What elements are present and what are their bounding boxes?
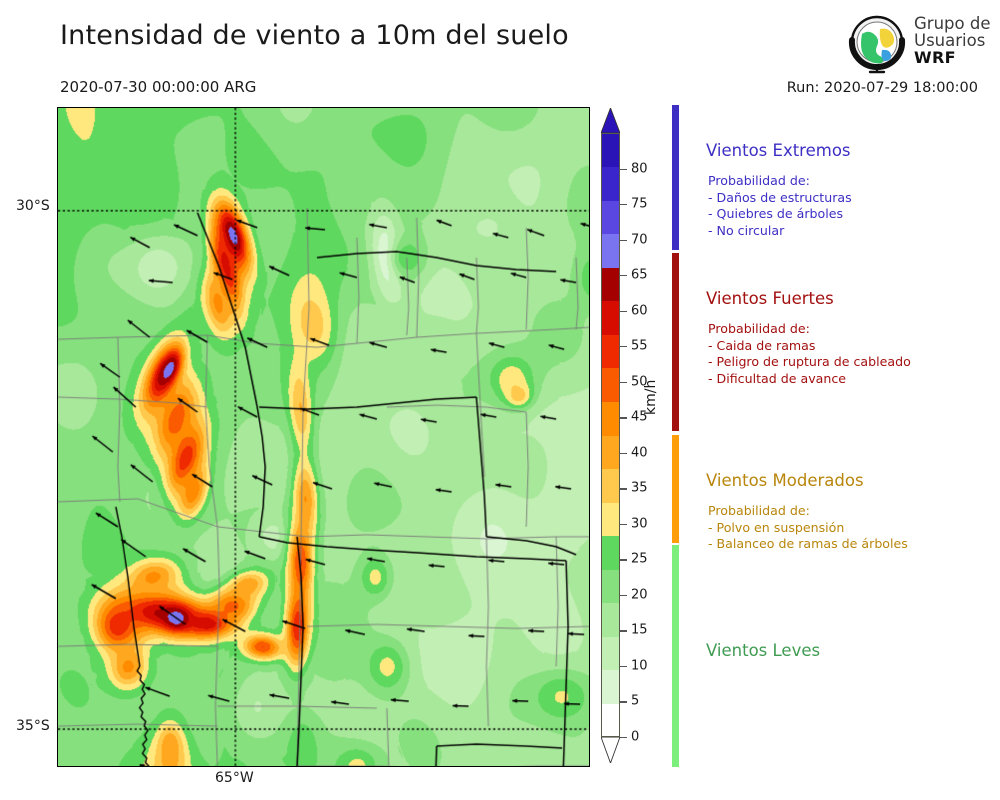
- colorbar-tick-label: 60: [631, 303, 648, 319]
- colorbar-band-1: [601, 669, 620, 705]
- colorbar-tick: [620, 310, 627, 312]
- colorbar-tick-label: 25: [631, 551, 648, 567]
- logo-line-3: WRF: [914, 47, 956, 67]
- colorbar-tick-label: 80: [631, 161, 648, 177]
- colorbar-tick: [620, 488, 627, 490]
- valid-time-label: 2020-07-30 00:00:00 ARG: [60, 78, 257, 96]
- colorbar-band-0: [601, 703, 620, 738]
- colorbar-ticks: 0 5 10 15 20 25 30 35 40 45 50 55 60 65 70 75 80: [620, 108, 666, 768]
- legend-group-vientos-fuertes: Vientos Fuertes Probabilidad de: - Caida …: [672, 253, 1000, 431]
- colorbar-band-8: [601, 435, 620, 470]
- colorbar-tick: [620, 239, 627, 241]
- legend-description: Probabilidad de: - Caida de ramas - Peli…: [708, 321, 911, 387]
- legend-group-vientos-moderados: Vientos Moderados Probabilidad de: - Polv…: [672, 435, 1000, 551]
- colorbar-tick: [620, 523, 627, 526]
- colorbar-band-16: [601, 166, 620, 201]
- colorbar-tick-label: 0: [631, 729, 640, 745]
- colorbar-tick: [620, 630, 627, 632]
- colorbar-tick: [620, 737, 627, 739]
- lat-label-30s: 30°S: [16, 198, 50, 214]
- colorbar-band-15: [601, 200, 620, 235]
- legend-title: Vientos Leves: [706, 641, 821, 660]
- legend-color-bar: [672, 253, 679, 431]
- run-time-label: Run: 2020-07-29 18:00:00: [786, 80, 978, 96]
- page-title: Intensidad de viento a 10m del suelo: [60, 20, 569, 51]
- colorbar-band-4: [601, 569, 620, 604]
- legend-color-bar: [672, 545, 679, 767]
- wind-intensity-map[interactable]: [57, 107, 590, 767]
- colorbar-band-11: [601, 334, 620, 369]
- colorbar-tick: [620, 204, 627, 206]
- colorbar-band-12: [601, 300, 620, 335]
- legend-title: Vientos Extremos: [706, 141, 851, 160]
- colorbar-band-14: [601, 233, 620, 268]
- colorbar-band-6: [601, 502, 620, 537]
- colorbar-tick: [620, 275, 627, 277]
- colorbar-tick: [620, 559, 627, 561]
- lat-label-35s: 35°S: [16, 718, 50, 734]
- legend-group-vientos-extremos: Vientos Extremos Probabilidad de: - Daños…: [672, 105, 1000, 250]
- colorbar-tick-label: 15: [631, 622, 648, 638]
- legend-panel: Vientos Extremos Probabilidad de: - Daños…: [672, 105, 1000, 767]
- colorbar-band-17: [601, 133, 620, 168]
- colorbar-tick-label: 55: [631, 338, 648, 354]
- wrf-logo: Grupo de Usuarios WRF: [846, 14, 996, 76]
- colorbar-tick: [620, 346, 627, 348]
- colorbar-tick-label: 5: [631, 693, 640, 709]
- legend-description: Probabilidad de: - Polvo en suspensión -…: [708, 503, 908, 552]
- colorbar-tick: [620, 381, 627, 383]
- colorbar-tick: [620, 452, 627, 455]
- colorbar-tick: [620, 594, 627, 597]
- colorbar-tick-label: 75: [631, 196, 648, 212]
- legend-color-bar: [672, 435, 679, 543]
- logo-line-1: Grupo de: [914, 14, 991, 33]
- colorbar-band-9: [601, 401, 620, 436]
- logo-line-2: Usuarios: [914, 30, 986, 50]
- colorbar-arrow-top: [601, 108, 620, 133]
- colorbar-tick-label: 40: [631, 445, 648, 461]
- colorbar-arrow-bottom: [601, 737, 620, 763]
- colorbar-band-7: [601, 468, 620, 503]
- legend-title: Vientos Fuertes: [706, 289, 834, 308]
- colorbar-band-5: [601, 535, 620, 570]
- colorbar-tick-label: 10: [631, 658, 648, 674]
- lon-label-65w: 65°W: [215, 770, 254, 786]
- colorbar-tick-label: 35: [631, 480, 648, 496]
- colorbar-tick: [620, 701, 627, 703]
- colorbar-tick: [620, 168, 627, 170]
- colorbar-tick: [620, 665, 627, 668]
- colorbar-band-13: [601, 267, 620, 302]
- legend-color-bar: [672, 105, 679, 250]
- legend-title: Vientos Moderados: [706, 471, 864, 490]
- colorbar-tick-label: 20: [631, 587, 648, 603]
- colorbar-band-10: [601, 367, 620, 403]
- colorbar-tick-label: 30: [631, 516, 648, 532]
- colorbar-tick: [620, 417, 627, 419]
- colorbar-tick-label: 70: [631, 232, 648, 248]
- colorbar: [601, 133, 620, 738]
- colorbar-tick-label: 65: [631, 267, 648, 283]
- colorbar-band-3: [601, 602, 620, 637]
- colorbar-tick-label: 45: [631, 409, 648, 425]
- legend-group-vientos-leves: Vientos Leves: [672, 545, 1000, 767]
- colorbar-unit-label: km/h: [643, 379, 659, 415]
- globe-emblem-icon: [848, 15, 906, 74]
- colorbar-tick-label: 50: [631, 374, 648, 390]
- wind-field-canvas: [58, 108, 589, 766]
- colorbar-band-2: [601, 636, 620, 671]
- legend-description: Probabilidad de: - Daños de estructuras …: [708, 173, 852, 239]
